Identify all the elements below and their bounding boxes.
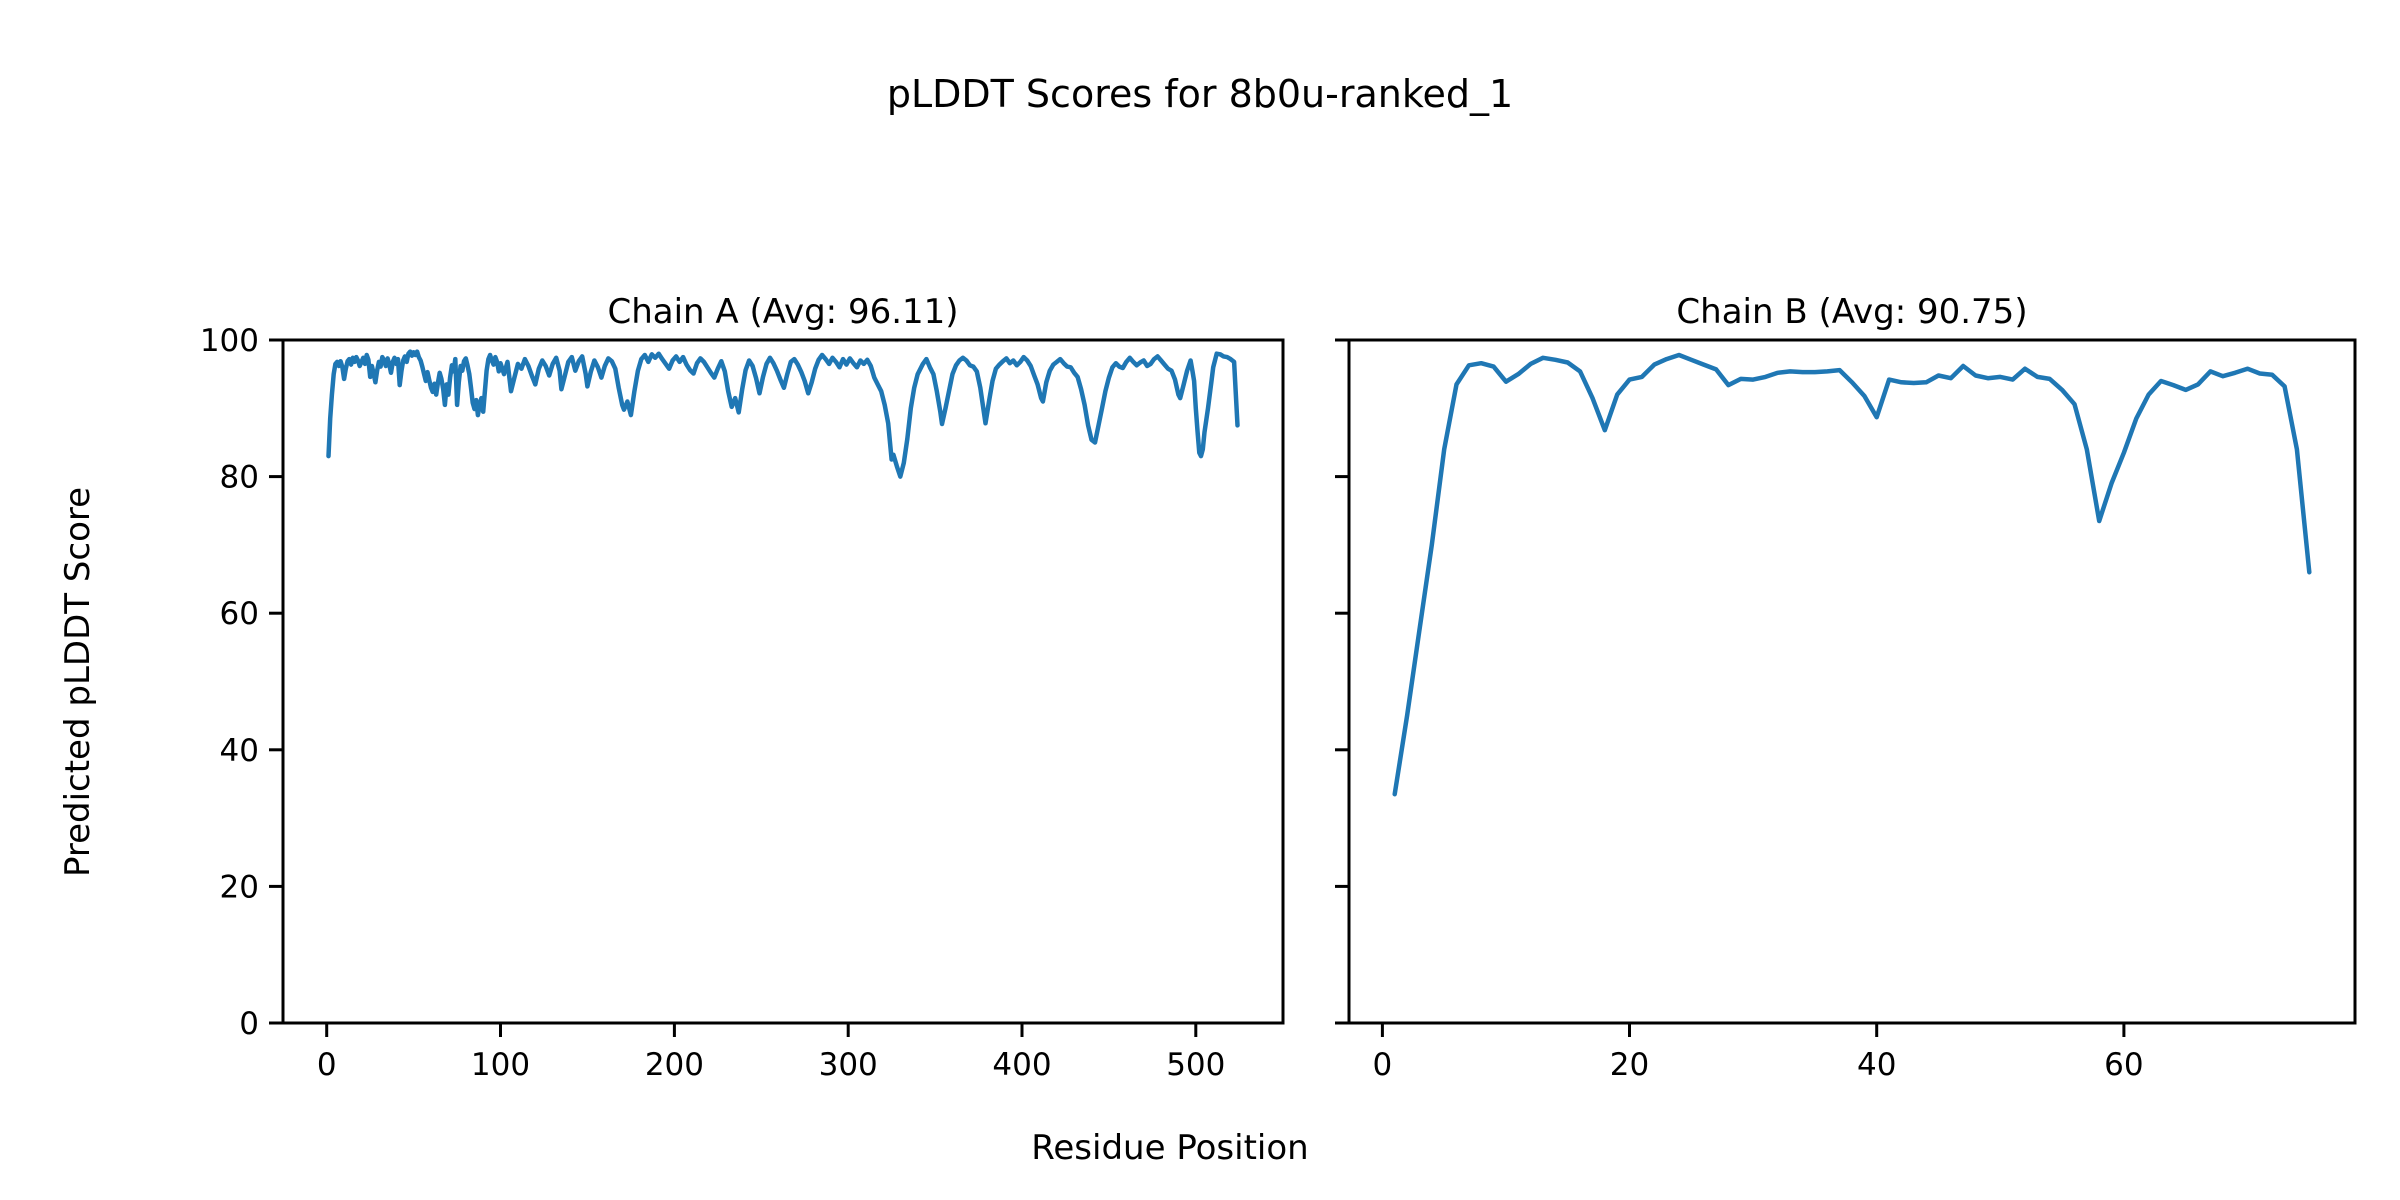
chain-a-title: Chain A (Avg: 96.11) xyxy=(607,292,959,332)
plddt-line-chain-a xyxy=(326,349,1240,479)
y-tick-label: 60 xyxy=(220,596,259,632)
y-tick-label: 20 xyxy=(220,869,259,905)
chain-b-title: Chain B (Avg: 90.75) xyxy=(1676,292,2028,332)
x-tick-label: 200 xyxy=(645,1047,704,1083)
figure-title: pLDDT Scores for 8b0u-ranked_1 xyxy=(886,72,1514,116)
x-tick-label: 400 xyxy=(992,1047,1051,1083)
x-tick-label: 100 xyxy=(471,1047,530,1083)
y-tick-label: 40 xyxy=(220,733,259,769)
y-tick-label: 80 xyxy=(220,460,259,496)
chain-b-plot: 0 20 40 60 xyxy=(1335,338,2357,1083)
y-axis-label: Predicted pLDDT Score xyxy=(58,486,98,878)
plddt-line-chain-b xyxy=(1392,352,2312,797)
axes-frame xyxy=(281,338,1285,1025)
x-tick-label: 60 xyxy=(2104,1047,2143,1083)
x-axis-label: Residue Position xyxy=(1031,1128,1309,1168)
x-tick-label: 300 xyxy=(819,1047,878,1083)
x-tick-label: 20 xyxy=(1610,1047,1649,1083)
x-tick-label: 0 xyxy=(1373,1047,1393,1083)
x-tick-label: 500 xyxy=(1166,1047,1225,1083)
y-tick-label: 0 xyxy=(239,1006,259,1042)
chain-a-plot: 0 100 200 300 400 500 0 20 40 60 80 100 xyxy=(200,323,1285,1083)
axes-frame xyxy=(1347,338,2357,1025)
x-tick-label: 0 xyxy=(317,1047,337,1083)
y-tick-label: 100 xyxy=(200,323,259,359)
x-tick-label: 40 xyxy=(1857,1047,1896,1083)
